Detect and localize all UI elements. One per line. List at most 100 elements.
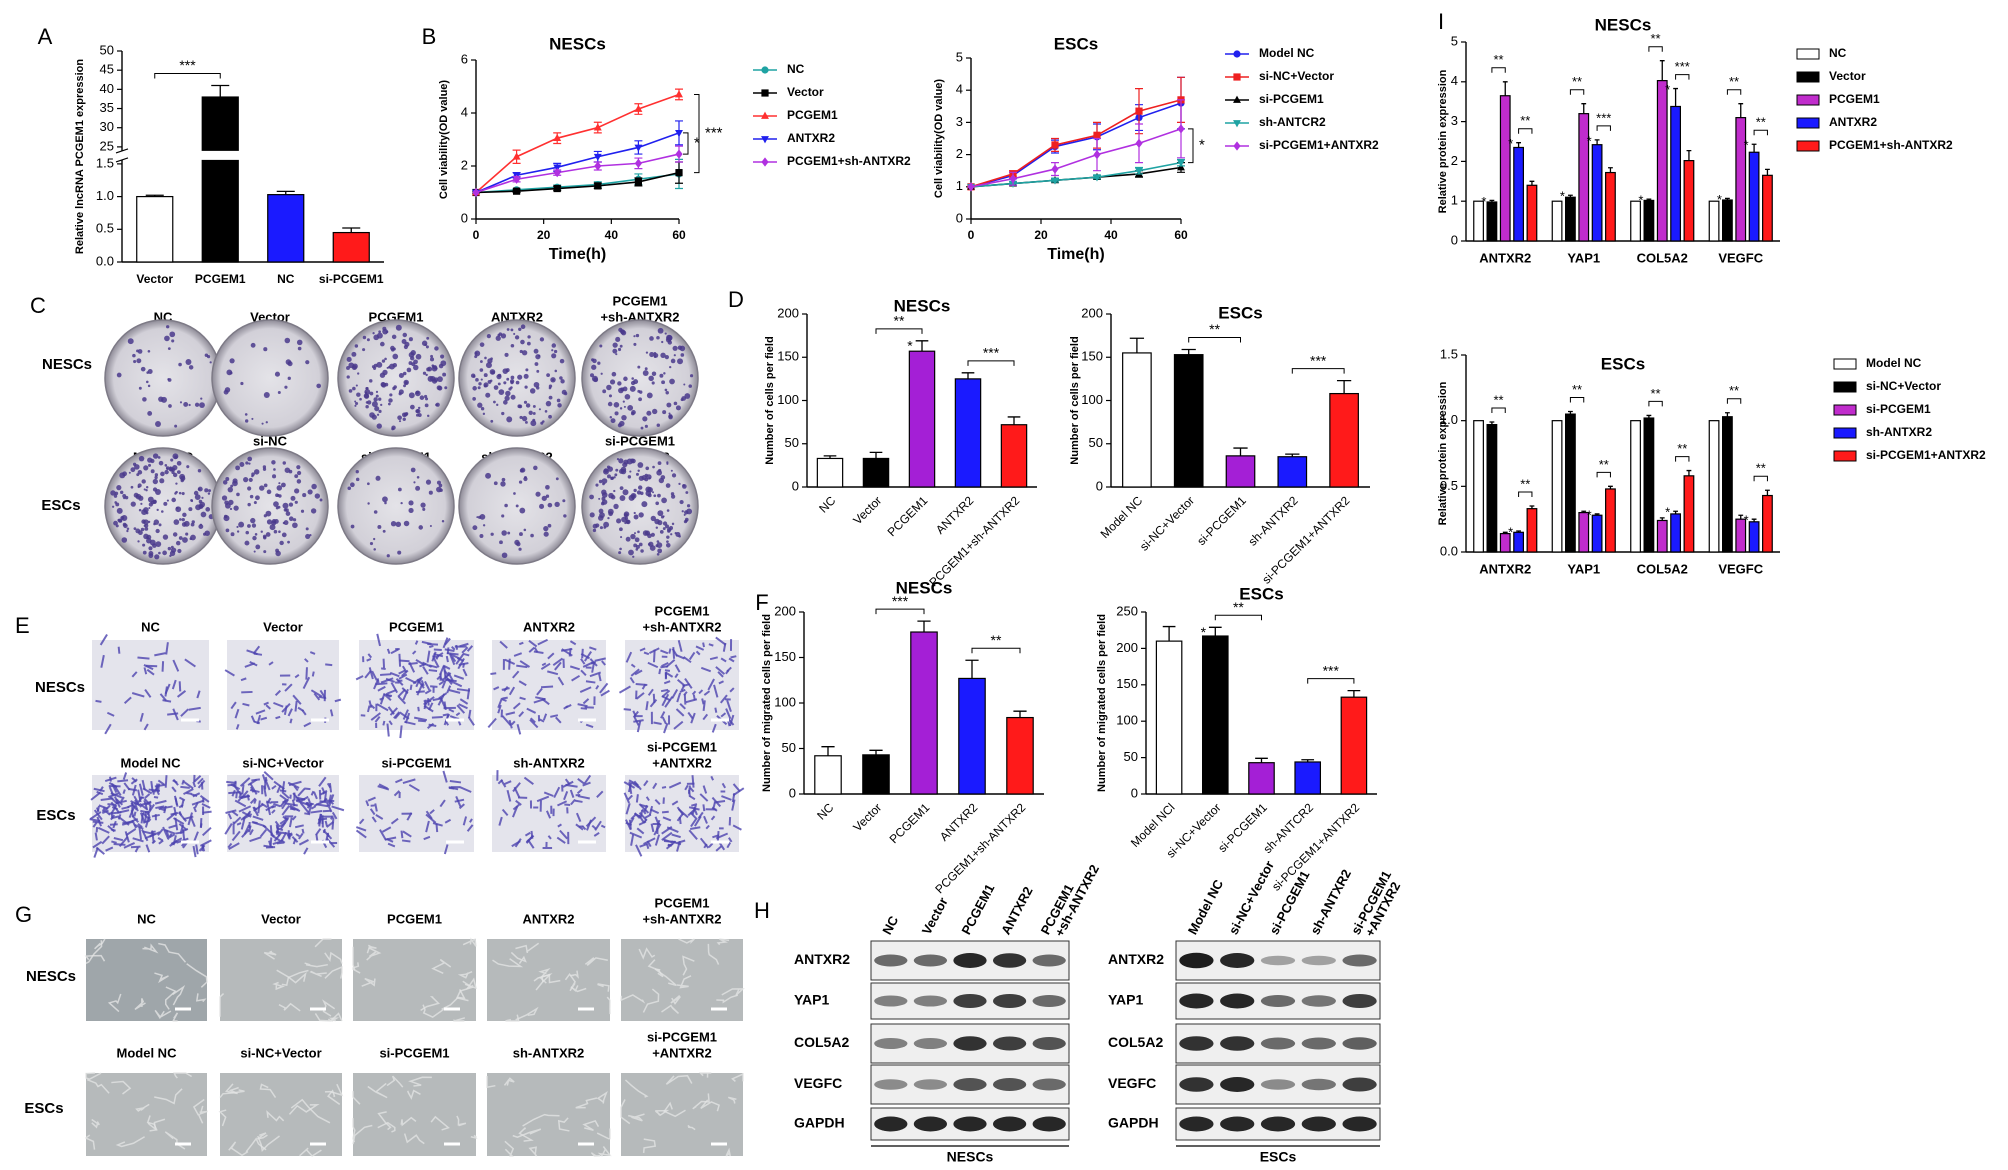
colony bbox=[247, 524, 251, 528]
x-axis-label: Time(h) bbox=[1047, 246, 1104, 263]
bar bbox=[1591, 144, 1603, 242]
cell bbox=[176, 690, 187, 698]
colony bbox=[669, 365, 672, 369]
cell bbox=[323, 791, 328, 802]
colony bbox=[133, 359, 137, 364]
significance-label: ** bbox=[1677, 441, 1687, 456]
cell bbox=[580, 658, 586, 665]
cell bbox=[157, 828, 164, 836]
cell bbox=[628, 819, 632, 830]
colony bbox=[279, 540, 284, 546]
panel-letter: H bbox=[754, 898, 770, 923]
colony bbox=[629, 470, 632, 473]
colony bbox=[266, 519, 273, 525]
colony bbox=[305, 527, 309, 531]
colony bbox=[418, 525, 424, 530]
colony bbox=[614, 411, 619, 416]
blot-band bbox=[1179, 1116, 1214, 1132]
colony bbox=[490, 419, 494, 423]
bar bbox=[1735, 117, 1747, 242]
tube bbox=[85, 1072, 102, 1081]
colony bbox=[174, 492, 177, 495]
cell bbox=[381, 826, 392, 833]
protein-label: YAP1 bbox=[1108, 992, 1144, 1008]
column-label: +sh-ANTXR2 bbox=[642, 619, 721, 634]
colony bbox=[653, 355, 657, 358]
blot-band bbox=[1179, 1077, 1214, 1092]
tube bbox=[538, 968, 551, 982]
colony bbox=[147, 349, 151, 353]
colony bbox=[476, 516, 479, 519]
cell bbox=[438, 681, 444, 686]
error-bar bbox=[342, 227, 361, 233]
bar bbox=[1294, 761, 1322, 795]
cell bbox=[732, 783, 741, 793]
colony bbox=[682, 484, 687, 489]
colony bbox=[665, 483, 671, 488]
lane-label: sh-ANTXR2 bbox=[1307, 867, 1354, 937]
cell bbox=[385, 677, 396, 683]
colony bbox=[620, 468, 627, 475]
cell bbox=[695, 650, 701, 656]
column-label: NC bbox=[137, 911, 156, 926]
colony bbox=[230, 532, 235, 537]
bar bbox=[1526, 508, 1538, 553]
cell bbox=[576, 788, 583, 795]
colony bbox=[613, 401, 620, 408]
bar bbox=[1762, 494, 1773, 553]
colony bbox=[314, 493, 321, 499]
cell bbox=[516, 723, 522, 735]
error-bar bbox=[1581, 510, 1587, 513]
colony bbox=[199, 402, 205, 408]
cell bbox=[111, 840, 117, 844]
cell bbox=[263, 770, 274, 781]
colony bbox=[271, 460, 276, 465]
legend-label: Vector bbox=[1829, 69, 1866, 83]
cell bbox=[370, 704, 376, 710]
colony bbox=[380, 341, 385, 347]
tube bbox=[224, 1083, 239, 1095]
series-marker bbox=[1135, 107, 1143, 115]
y-tick-label: 50 bbox=[782, 740, 796, 755]
colony bbox=[162, 534, 169, 540]
colony bbox=[622, 489, 629, 496]
colony bbox=[373, 397, 378, 402]
cell bbox=[409, 684, 413, 691]
colony bbox=[138, 386, 142, 390]
error-bar bbox=[1725, 412, 1730, 417]
cell bbox=[402, 778, 416, 785]
cell bbox=[554, 661, 562, 671]
column-label: si-PCGEM1 bbox=[381, 755, 451, 770]
lane-label: NC bbox=[879, 913, 901, 937]
colony bbox=[489, 369, 496, 375]
colony bbox=[416, 475, 420, 479]
colony bbox=[375, 394, 379, 398]
cell bbox=[127, 803, 134, 809]
cell bbox=[380, 673, 392, 676]
cell bbox=[565, 704, 572, 709]
colony bbox=[369, 391, 374, 396]
colony bbox=[688, 384, 693, 388]
bar bbox=[1683, 475, 1695, 553]
cell bbox=[726, 699, 732, 712]
colony bbox=[207, 492, 211, 495]
colony-plate bbox=[104, 319, 222, 437]
colony bbox=[620, 329, 626, 335]
colony bbox=[273, 501, 279, 507]
cell bbox=[137, 656, 150, 660]
colony bbox=[263, 550, 267, 554]
cell bbox=[644, 813, 652, 819]
colony bbox=[669, 525, 674, 530]
cell bbox=[595, 684, 600, 690]
blot-band bbox=[874, 995, 908, 1007]
tube bbox=[192, 1098, 205, 1124]
colony bbox=[225, 477, 230, 481]
cell bbox=[563, 790, 569, 801]
significance-label: *** bbox=[1310, 352, 1327, 368]
tube bbox=[431, 958, 452, 974]
colony bbox=[223, 515, 230, 522]
cell bbox=[448, 689, 461, 694]
cell bbox=[242, 813, 253, 820]
cell bbox=[652, 782, 658, 790]
cell bbox=[536, 795, 550, 803]
